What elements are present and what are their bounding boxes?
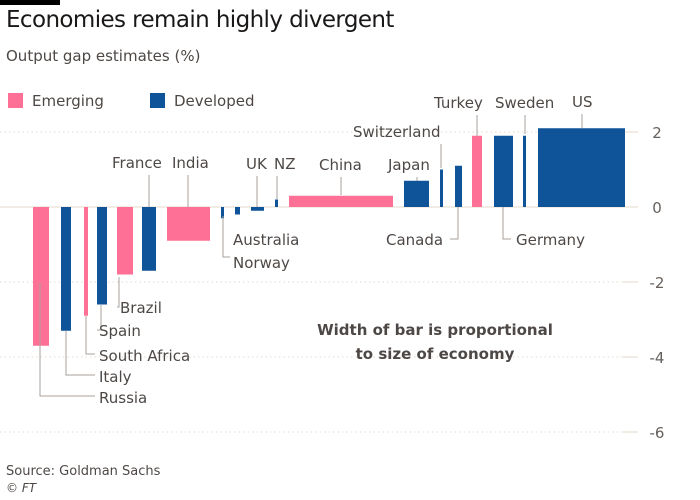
label-leaders (39, 114, 583, 397)
y-tick-label: 0 (652, 199, 662, 217)
bar-italy (61, 207, 71, 331)
bar-label-norway: Norway (233, 254, 290, 272)
bar-france (142, 207, 156, 271)
bar-russia (33, 207, 49, 346)
brand-bar (0, 0, 60, 5)
legend-item-developed: Developed (150, 92, 255, 110)
bar-brazil (117, 207, 133, 275)
bar-nz (275, 199, 278, 207)
bar-label-india: India (172, 154, 209, 172)
bar-label-russia: Russia (99, 389, 147, 407)
bar-norway (235, 207, 240, 215)
bar-australia (221, 207, 224, 219)
bar-label-france: France (112, 154, 162, 172)
y-tick-label: -4 (650, 349, 665, 367)
legend-swatch-emerging (8, 93, 23, 108)
bar-label-turkey: Turkey (433, 94, 483, 112)
bar-turkey (472, 135, 482, 207)
leader-spain (97, 305, 102, 331)
bar-label-china: China (319, 156, 362, 174)
annotation-line-2: to size of economy (356, 345, 515, 363)
bar-label-japan: Japan (387, 156, 430, 174)
chart-subtitle: Output gap estimates (%) (6, 47, 201, 65)
bar-label-us: US (572, 93, 593, 111)
bar-label-germany: Germany (516, 231, 585, 249)
bar-label-south-africa: South Africa (99, 347, 190, 365)
bar-switzerland (440, 169, 443, 207)
bar-india (167, 207, 210, 241)
bar-uk (251, 207, 264, 211)
annotation-line-1: Width of bar is proportional (317, 321, 553, 339)
legend-label-developed: Developed (174, 92, 255, 110)
legend-item-emerging: Emerging (8, 92, 104, 110)
bar-germany (494, 135, 513, 207)
bar-sweden (523, 135, 526, 207)
leader-canada (450, 207, 459, 240)
bar-china (289, 195, 393, 207)
bar-label-sweden: Sweden (495, 94, 554, 112)
bars (33, 128, 625, 346)
bar-label-uk: UK (246, 155, 268, 173)
y-tick-label: -2 (650, 274, 665, 292)
y-axis-ticks: 2 0 -2 -4 -6 (650, 124, 665, 442)
bar-label-australia: Australia (233, 231, 299, 249)
bar-label-brazil: Brazil (120, 299, 162, 317)
chart-title: Economies remain highly divergent (6, 7, 394, 33)
leader-germany (502, 207, 511, 240)
bar-label-switzerland: Switzerland (353, 123, 441, 141)
legend-swatch-developed (150, 93, 165, 108)
bar-label-italy: Italy (99, 368, 132, 386)
bar-south-africa (84, 207, 88, 316)
leader-russia (39, 283, 95, 397)
source-note: Source: Goldman Sachs (6, 464, 161, 479)
bar-labels: Russia Italy South Africa Spain Brazil France… (99, 93, 593, 407)
leader-italy (65, 331, 95, 376)
bar-label-canada: Canada (386, 231, 443, 249)
bar-spain (97, 207, 107, 305)
legend-label-emerging: Emerging (32, 92, 104, 110)
bar-label-nz: NZ (274, 155, 296, 173)
leader-brazil (117, 277, 120, 308)
y-tick-label: 2 (652, 124, 662, 142)
bar-japan (404, 180, 429, 207)
leader-south-africa (85, 316, 95, 355)
bar-label-spain: Spain (99, 322, 141, 340)
ft-credit: © FT (6, 481, 37, 495)
leader-australia (222, 216, 230, 258)
bar-canada (455, 165, 462, 207)
y-tick-label: -6 (650, 424, 665, 442)
bar-us (538, 128, 625, 207)
